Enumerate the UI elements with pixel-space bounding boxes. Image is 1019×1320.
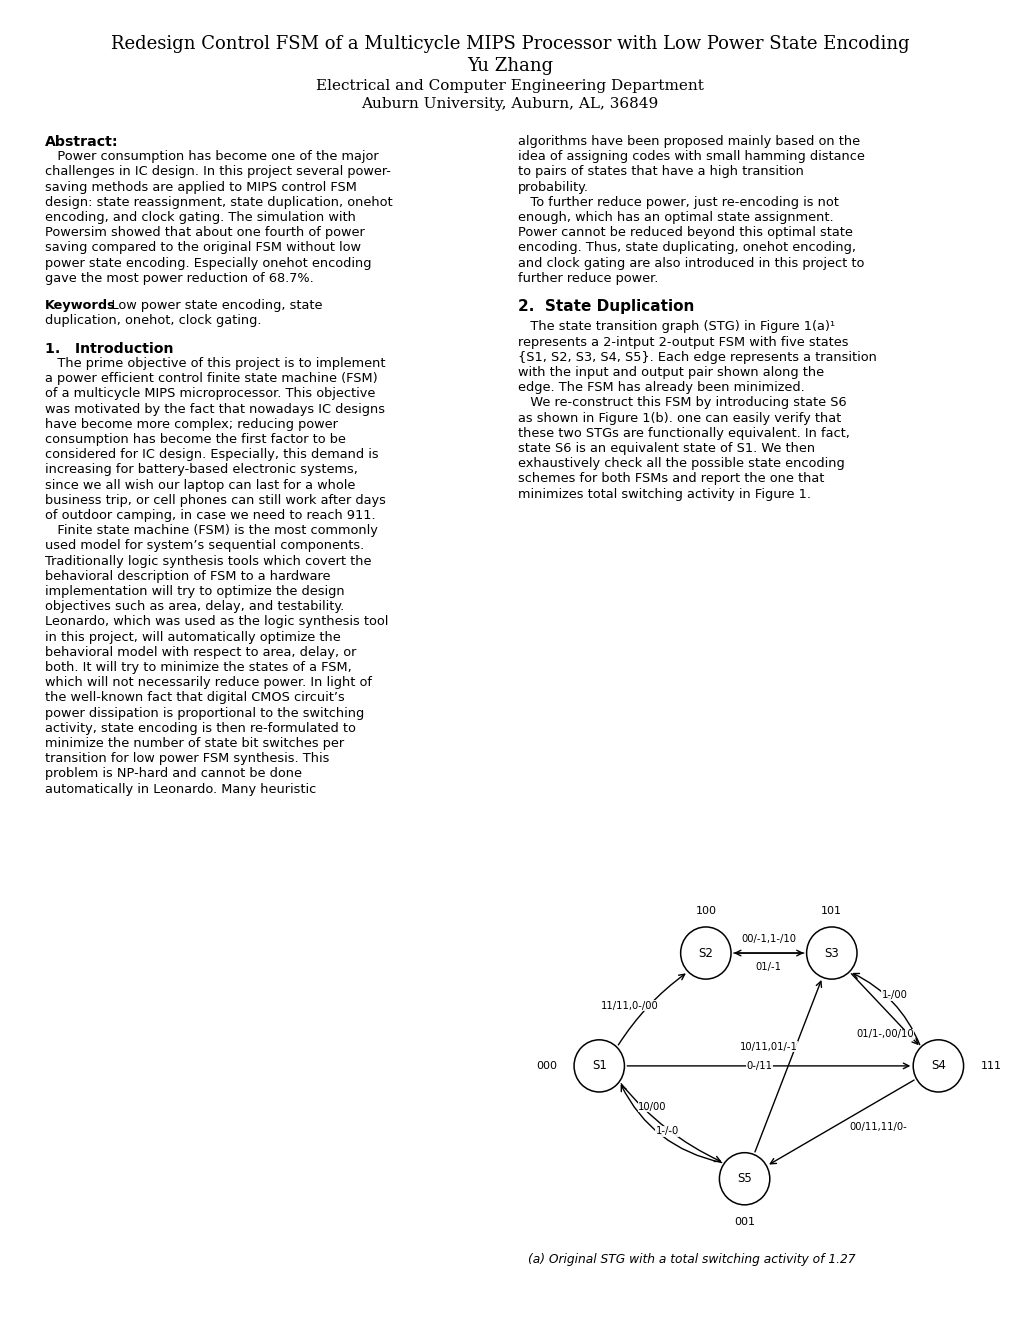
Text: Powersim showed that about one fourth of power: Powersim showed that about one fourth of…: [45, 226, 365, 239]
Text: 00/11,11/0-: 00/11,11/0-: [848, 1122, 906, 1133]
Text: saving methods are applied to MIPS control FSM: saving methods are applied to MIPS contr…: [45, 181, 357, 194]
Text: as shown in Figure 1(b). one can easily verify that: as shown in Figure 1(b). one can easily …: [518, 412, 841, 425]
Text: which will not necessarily reduce power. In light of: which will not necessarily reduce power.…: [45, 676, 372, 689]
Text: increasing for battery-based electronic systems,: increasing for battery-based electronic …: [45, 463, 358, 477]
Text: Traditionally logic synthesis tools which covert the: Traditionally logic synthesis tools whic…: [45, 554, 371, 568]
Text: represents a 2-intput 2-output FSM with five states: represents a 2-intput 2-output FSM with …: [518, 335, 848, 348]
Text: automatically in Leonardo. Many heuristic: automatically in Leonardo. Many heuristi…: [45, 783, 316, 796]
Text: algorithms have been proposed mainly based on the: algorithms have been proposed mainly bas…: [518, 135, 859, 148]
Text: Keywords: Keywords: [45, 300, 115, 312]
Text: (a) Original STG with a total switching activity of 1.27: (a) Original STG with a total switching …: [528, 1253, 855, 1266]
Text: these two STGs are functionally equivalent. In fact,: these two STGs are functionally equivale…: [518, 426, 849, 440]
Text: S1: S1: [591, 1060, 606, 1072]
Text: challenges in IC design. In this project several power-: challenges in IC design. In this project…: [45, 165, 390, 178]
Text: was motivated by the fact that nowadays IC designs: was motivated by the fact that nowadays …: [45, 403, 384, 416]
Text: edge. The FSM has already been minimized.: edge. The FSM has already been minimized…: [518, 381, 804, 395]
Text: state S6 is an equivalent state of S1. We then: state S6 is an equivalent state of S1. W…: [518, 442, 814, 455]
Text: used model for system’s sequential components.: used model for system’s sequential compo…: [45, 540, 364, 552]
Text: exhaustively check all the possible state encoding: exhaustively check all the possible stat…: [518, 457, 844, 470]
Text: 01/-1: 01/-1: [755, 962, 781, 972]
Text: 1.   Introduction: 1. Introduction: [45, 342, 173, 355]
Text: have become more complex; reducing power: have become more complex; reducing power: [45, 417, 337, 430]
Text: behavioral description of FSM to a hardware: behavioral description of FSM to a hardw…: [45, 570, 330, 582]
Text: Electrical and Computer Engineering Department: Electrical and Computer Engineering Depa…: [316, 79, 703, 92]
Text: 000: 000: [536, 1061, 556, 1071]
Text: transition for low power FSM synthesis. This: transition for low power FSM synthesis. …: [45, 752, 329, 766]
Text: saving compared to the original FSM without low: saving compared to the original FSM with…: [45, 242, 361, 255]
Text: design: state reassignment, state duplication, onehot: design: state reassignment, state duplic…: [45, 195, 392, 209]
Text: implementation will try to optimize the design: implementation will try to optimize the …: [45, 585, 344, 598]
Text: To further reduce power, just re-encoding is not: To further reduce power, just re-encodin…: [518, 195, 838, 209]
Text: to pairs of states that have a high transition: to pairs of states that have a high tran…: [518, 165, 803, 178]
Text: Auburn University, Auburn, AL, 36849: Auburn University, Auburn, AL, 36849: [361, 96, 658, 111]
Text: : Low power state encoding, state: : Low power state encoding, state: [103, 300, 322, 312]
Text: 111: 111: [979, 1061, 1001, 1071]
Text: and clock gating are also introduced in this project to: and clock gating are also introduced in …: [518, 256, 863, 269]
Text: 01/1-,00/10: 01/1-,00/10: [855, 1030, 913, 1039]
Text: encoding, and clock gating. The simulation with: encoding, and clock gating. The simulati…: [45, 211, 356, 224]
Text: Finite state machine (FSM) is the most commonly: Finite state machine (FSM) is the most c…: [45, 524, 377, 537]
Text: Yu Zhang: Yu Zhang: [467, 57, 552, 75]
Text: behavioral model with respect to area, delay, or: behavioral model with respect to area, d…: [45, 645, 356, 659]
Text: Leonardo, which was used as the logic synthesis tool: Leonardo, which was used as the logic sy…: [45, 615, 388, 628]
Text: Redesign Control FSM of a Multicycle MIPS Processor with Low Power State Encodin: Redesign Control FSM of a Multicycle MIP…: [111, 36, 908, 53]
Text: S3: S3: [823, 946, 839, 960]
Text: of a multicycle MIPS microprocessor. This objective: of a multicycle MIPS microprocessor. Thi…: [45, 387, 375, 400]
Text: 10/00: 10/00: [638, 1102, 666, 1111]
Text: idea of assigning codes with small hamming distance: idea of assigning codes with small hammi…: [518, 150, 864, 164]
Text: both. It will try to minimize the states of a FSM,: both. It will try to minimize the states…: [45, 661, 352, 675]
Text: 11/11,0-/00: 11/11,0-/00: [600, 1001, 658, 1011]
Text: consumption has become the first factor to be: consumption has become the first factor …: [45, 433, 345, 446]
Text: 10/11,01/-1: 10/11,01/-1: [739, 1041, 797, 1052]
Text: S4: S4: [930, 1060, 945, 1072]
Text: the well-known fact that digital CMOS circuit’s: the well-known fact that digital CMOS ci…: [45, 692, 344, 705]
Text: The prime objective of this project is to implement: The prime objective of this project is t…: [45, 356, 385, 370]
Text: {S1, S2, S3, S4, S5}. Each edge represents a transition: {S1, S2, S3, S4, S5}. Each edge represen…: [518, 351, 876, 364]
Text: 001: 001: [734, 1217, 754, 1228]
Text: gave the most power reduction of 68.7%.: gave the most power reduction of 68.7%.: [45, 272, 314, 285]
Text: S2: S2: [698, 946, 712, 960]
Text: 0-/11: 0-/11: [746, 1061, 771, 1071]
Text: 2.  State Duplication: 2. State Duplication: [518, 300, 694, 314]
Text: 100: 100: [695, 906, 715, 916]
Text: in this project, will automatically optimize the: in this project, will automatically opti…: [45, 631, 340, 644]
Text: business trip, or cell phones can still work after days: business trip, or cell phones can still …: [45, 494, 385, 507]
Text: 1-/-0: 1-/-0: [655, 1126, 679, 1137]
Text: The state transition graph (STG) in Figure 1(a)¹: The state transition graph (STG) in Figu…: [518, 321, 835, 334]
Text: of outdoor camping, in case we need to reach 911.: of outdoor camping, in case we need to r…: [45, 510, 375, 521]
Text: objectives such as area, delay, and testability.: objectives such as area, delay, and test…: [45, 601, 344, 612]
Text: enough, which has an optimal state assignment.: enough, which has an optimal state assig…: [518, 211, 833, 224]
Text: 1-/00: 1-/00: [881, 990, 907, 1001]
Text: Abstract:: Abstract:: [45, 135, 118, 149]
Text: minimize the number of state bit switches per: minimize the number of state bit switche…: [45, 737, 343, 750]
Text: with the input and output pair shown along the: with the input and output pair shown alo…: [518, 366, 823, 379]
Text: since we all wish our laptop can last for a whole: since we all wish our laptop can last fo…: [45, 479, 355, 491]
Text: minimizes total switching activity in Figure 1.: minimizes total switching activity in Fi…: [518, 487, 810, 500]
Text: probability.: probability.: [518, 181, 588, 194]
Text: power state encoding. Especially onehot encoding: power state encoding. Especially onehot …: [45, 256, 371, 269]
Text: 00/-1,1-/10: 00/-1,1-/10: [741, 935, 796, 944]
Text: problem is NP-hard and cannot be done: problem is NP-hard and cannot be done: [45, 767, 302, 780]
Text: duplication, onehot, clock gating.: duplication, onehot, clock gating.: [45, 314, 261, 327]
Text: S5: S5: [737, 1172, 751, 1185]
Text: We re-construct this FSM by introducing state S6: We re-construct this FSM by introducing …: [518, 396, 846, 409]
Text: further reduce power.: further reduce power.: [518, 272, 657, 285]
Text: 101: 101: [820, 906, 842, 916]
Text: Power consumption has become one of the major: Power consumption has become one of the …: [45, 150, 378, 164]
Text: Power cannot be reduced beyond this optimal state: Power cannot be reduced beyond this opti…: [518, 226, 852, 239]
Text: encoding. Thus, state duplicating, onehot encoding,: encoding. Thus, state duplicating, oneho…: [518, 242, 855, 255]
Text: activity, state encoding is then re-formulated to: activity, state encoding is then re-form…: [45, 722, 356, 735]
Text: schemes for both FSMs and report the one that: schemes for both FSMs and report the one…: [518, 473, 823, 486]
Text: a power efficient control finite state machine (FSM): a power efficient control finite state m…: [45, 372, 377, 385]
Text: considered for IC design. Especially, this demand is: considered for IC design. Especially, th…: [45, 447, 378, 461]
Text: power dissipation is proportional to the switching: power dissipation is proportional to the…: [45, 706, 364, 719]
